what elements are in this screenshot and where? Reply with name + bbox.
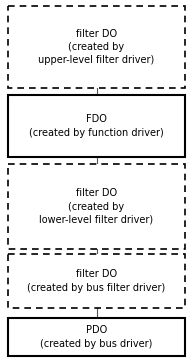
FancyBboxPatch shape — [8, 6, 185, 88]
Text: filter DO
(created by bus filter driver): filter DO (created by bus filter driver) — [27, 269, 166, 293]
Text: filter DO
(created by
lower-level filter driver): filter DO (created by lower-level filter… — [39, 188, 154, 225]
FancyBboxPatch shape — [8, 318, 185, 356]
FancyBboxPatch shape — [8, 164, 185, 249]
Text: PDO
(created by bus driver): PDO (created by bus driver) — [40, 325, 153, 349]
Text: filter DO
(created by
upper-level filter driver): filter DO (created by upper-level filter… — [38, 29, 155, 65]
Text: FDO
(created by function driver): FDO (created by function driver) — [29, 114, 164, 138]
FancyBboxPatch shape — [8, 254, 185, 308]
FancyBboxPatch shape — [8, 95, 185, 157]
